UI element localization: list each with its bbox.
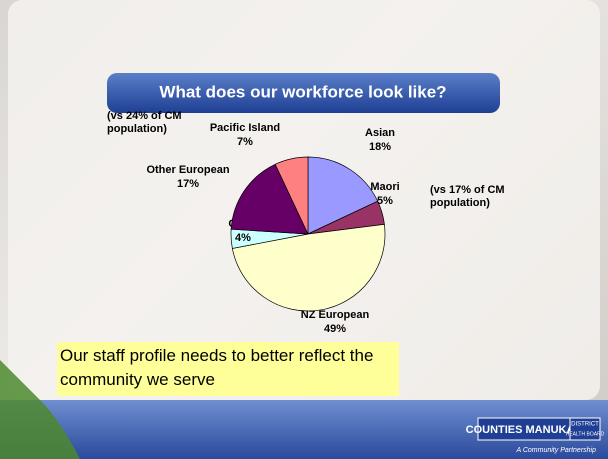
slice-label: Pacific Island (210, 122, 280, 134)
annotation: (vs 24% of CM (107, 110, 182, 122)
slice-label: Maori (370, 181, 399, 193)
slice-value-label: 7% (237, 136, 253, 148)
logo-district: DISTRICT (571, 422, 599, 428)
slice-value-label: 18% (369, 141, 391, 153)
annotation: population) (107, 123, 167, 135)
slide: What does our workforce look like? Our s… (0, 0, 608, 459)
slice-label: NZ European (301, 309, 370, 321)
chart: What does our workforce look like? Our s… (0, 0, 608, 459)
slice-label: Other European (146, 164, 229, 176)
chart-title: What does our workforce look like? (159, 82, 446, 101)
logo-tagline: A Community Partnership (516, 447, 597, 454)
callout-wrap: Our staff profile needs to better reflec… (60, 344, 396, 396)
slice-value-label: 17% (177, 178, 199, 190)
slice-value-label: 5% (377, 195, 393, 207)
annotation: (vs 17% of CM (430, 184, 505, 196)
logo-board: HEALTH BOARD (566, 431, 605, 437)
slice-value-label: 4% (235, 232, 251, 244)
callout-text: Our staff profile needs to better reflec… (60, 344, 396, 392)
slice-value-label: 49% (324, 323, 346, 335)
slice-label: Asian (365, 127, 395, 139)
annotation: population) (430, 197, 490, 209)
